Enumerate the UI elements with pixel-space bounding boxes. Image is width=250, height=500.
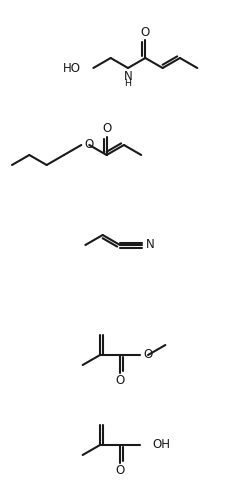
Text: OH: OH xyxy=(152,438,170,452)
Text: O: O xyxy=(116,374,124,388)
Text: HO: HO xyxy=(63,62,81,74)
Text: O: O xyxy=(141,26,150,38)
Text: N: N xyxy=(146,238,154,252)
Text: O: O xyxy=(102,122,111,136)
Text: O: O xyxy=(116,464,124,477)
Text: N: N xyxy=(124,70,132,82)
Text: O: O xyxy=(85,138,94,151)
Text: O: O xyxy=(144,348,152,362)
Text: H: H xyxy=(124,80,132,88)
